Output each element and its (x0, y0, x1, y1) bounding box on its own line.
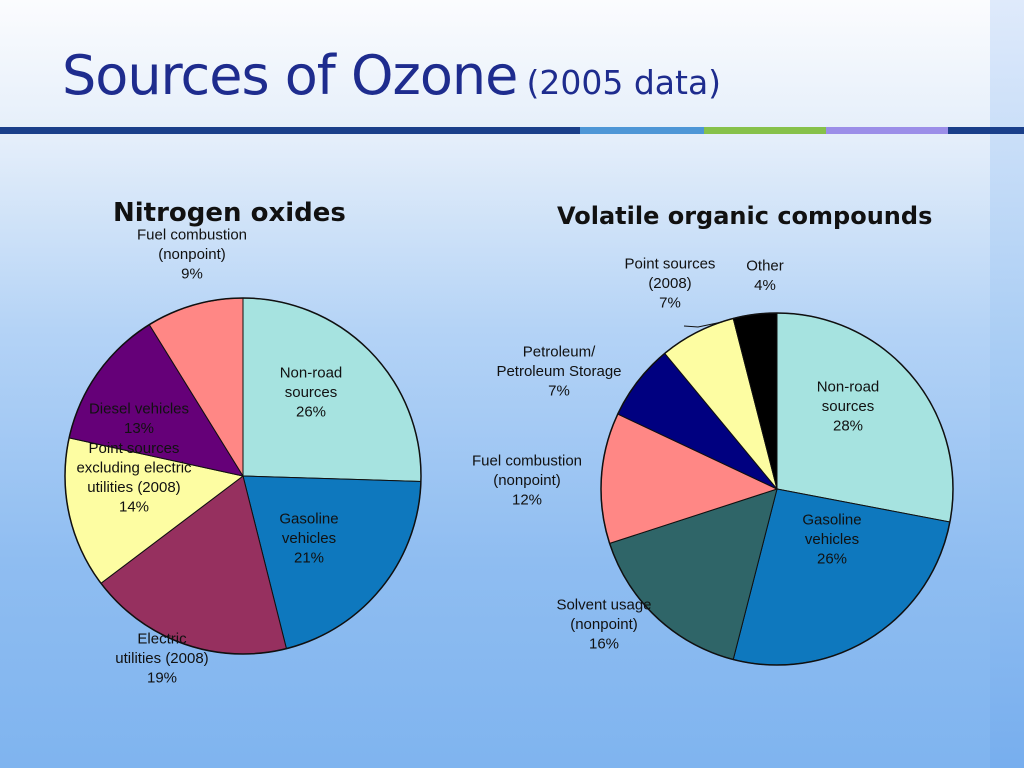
voc-label-line: 16% (589, 636, 619, 653)
voc-label-line: 7% (659, 295, 681, 312)
voc-label-petroleum-petroleum-storage: Petroleum/Petroleum Storage 7% (496, 344, 621, 400)
voc-slice-non-road-sources (776, 312, 954, 523)
slide-title-year: (2005 data) (526, 63, 722, 102)
nox-label-diesel-vehicles: Diesel vehicles 13% (89, 400, 189, 437)
nox-label-fuel-combustion-nonpoint: Fuel combustion (nonpoint) 9% (137, 227, 247, 283)
nox-label-point-sources-excluding-electric-utilities-2008: Point sources excluding electric utilities… (76, 440, 192, 516)
voc-label-line: Non-road (817, 379, 880, 396)
voc-label-line: 28% (833, 418, 863, 435)
nox-label-line: 26% (296, 404, 326, 421)
voc-label-non-road-sources: Non-road sources 28% (817, 379, 880, 435)
nox-label-line: Non-road (280, 365, 343, 382)
slide-title: Sources of Ozone (2005 data) (62, 44, 721, 107)
voc-label-line: Petroleum/ (523, 344, 596, 361)
nox-label-line: Gasoline (279, 511, 338, 528)
nox-label-line: vehicles (282, 530, 336, 547)
voc-label-line: 4% (754, 277, 776, 294)
voc-label-line: (nonpoint) (493, 472, 561, 489)
voc-label-line: Solvent usage (556, 597, 651, 614)
voc-label-line: sources (822, 398, 875, 415)
voc-label-leader-line (683, 321, 723, 328)
nox-label-line: utilities (2008) (87, 479, 180, 496)
nox-label-non-road-sources: Non-road sources 26% (280, 365, 343, 421)
nox-label-line: Fuel combustion (137, 227, 247, 244)
voc-label-line: vehicles (805, 531, 859, 548)
title-rule-dark-right (948, 127, 1024, 134)
voc-label-line: 26% (817, 551, 847, 568)
nox-label-line: Point sources (89, 440, 180, 457)
voc-label-other: Other 4% (746, 257, 784, 294)
voc-label-line: (2008) (648, 275, 691, 292)
nox-label-line: excluding electric (76, 459, 192, 476)
nox-label-line: 14% (119, 498, 149, 515)
nox-label-line: (nonpoint) (158, 246, 226, 263)
title-rule-blue (580, 127, 704, 134)
nox-label-line: 13% (124, 420, 154, 437)
nox-label-line: 9% (181, 266, 203, 283)
nox-label-line: 19% (147, 670, 177, 687)
nox-label-electric-utilities-2008: Electric utilities (2008) 19% (115, 631, 208, 687)
voc-pie-outline (600, 312, 954, 666)
nox-pie-outline (64, 297, 422, 655)
title-rule-dark-left (0, 127, 580, 134)
nox-label-line: 21% (294, 550, 324, 567)
voc-label-line: Other (746, 257, 784, 274)
voc-label-line: 7% (548, 383, 570, 400)
voc-label-gasoline-vehicles: Gasoline vehicles 26% (802, 512, 861, 568)
voc-label-line: 12% (512, 492, 542, 509)
nox-chart-title: Nitrogen oxides (113, 198, 346, 228)
nox-label-line: Electric (137, 631, 187, 648)
voc-label-line: (nonpoint) (570, 616, 638, 633)
voc-label-solvent-usage-nonpoint: Solvent usage (nonpoint) 16% (556, 597, 651, 653)
voc-chart-title: Volatile organic compounds (557, 202, 933, 230)
voc-label-point-sources-2008: Point sources (2008) 7% (625, 256, 716, 312)
title-rule-green (704, 127, 826, 134)
voc-label-line: Petroleum Storage (496, 363, 621, 380)
nox-label-line: Diesel vehicles (89, 400, 189, 417)
slide-title-main: Sources of Ozone (62, 44, 518, 107)
voc-label-line: Point sources (625, 256, 716, 273)
voc-label-fuel-combustion-nonpoint: Fuel combustion (nonpoint) 12% (472, 453, 582, 509)
voc-label-line: Fuel combustion (472, 453, 582, 470)
voc-label-line: Gasoline (802, 512, 861, 529)
title-rule-purple (826, 127, 948, 134)
nox-label-line: utilities (2008) (115, 650, 208, 667)
nox-label-line: sources (285, 384, 338, 401)
nox-label-gasoline-vehicles: Gasoline vehicles 21% (279, 511, 338, 567)
